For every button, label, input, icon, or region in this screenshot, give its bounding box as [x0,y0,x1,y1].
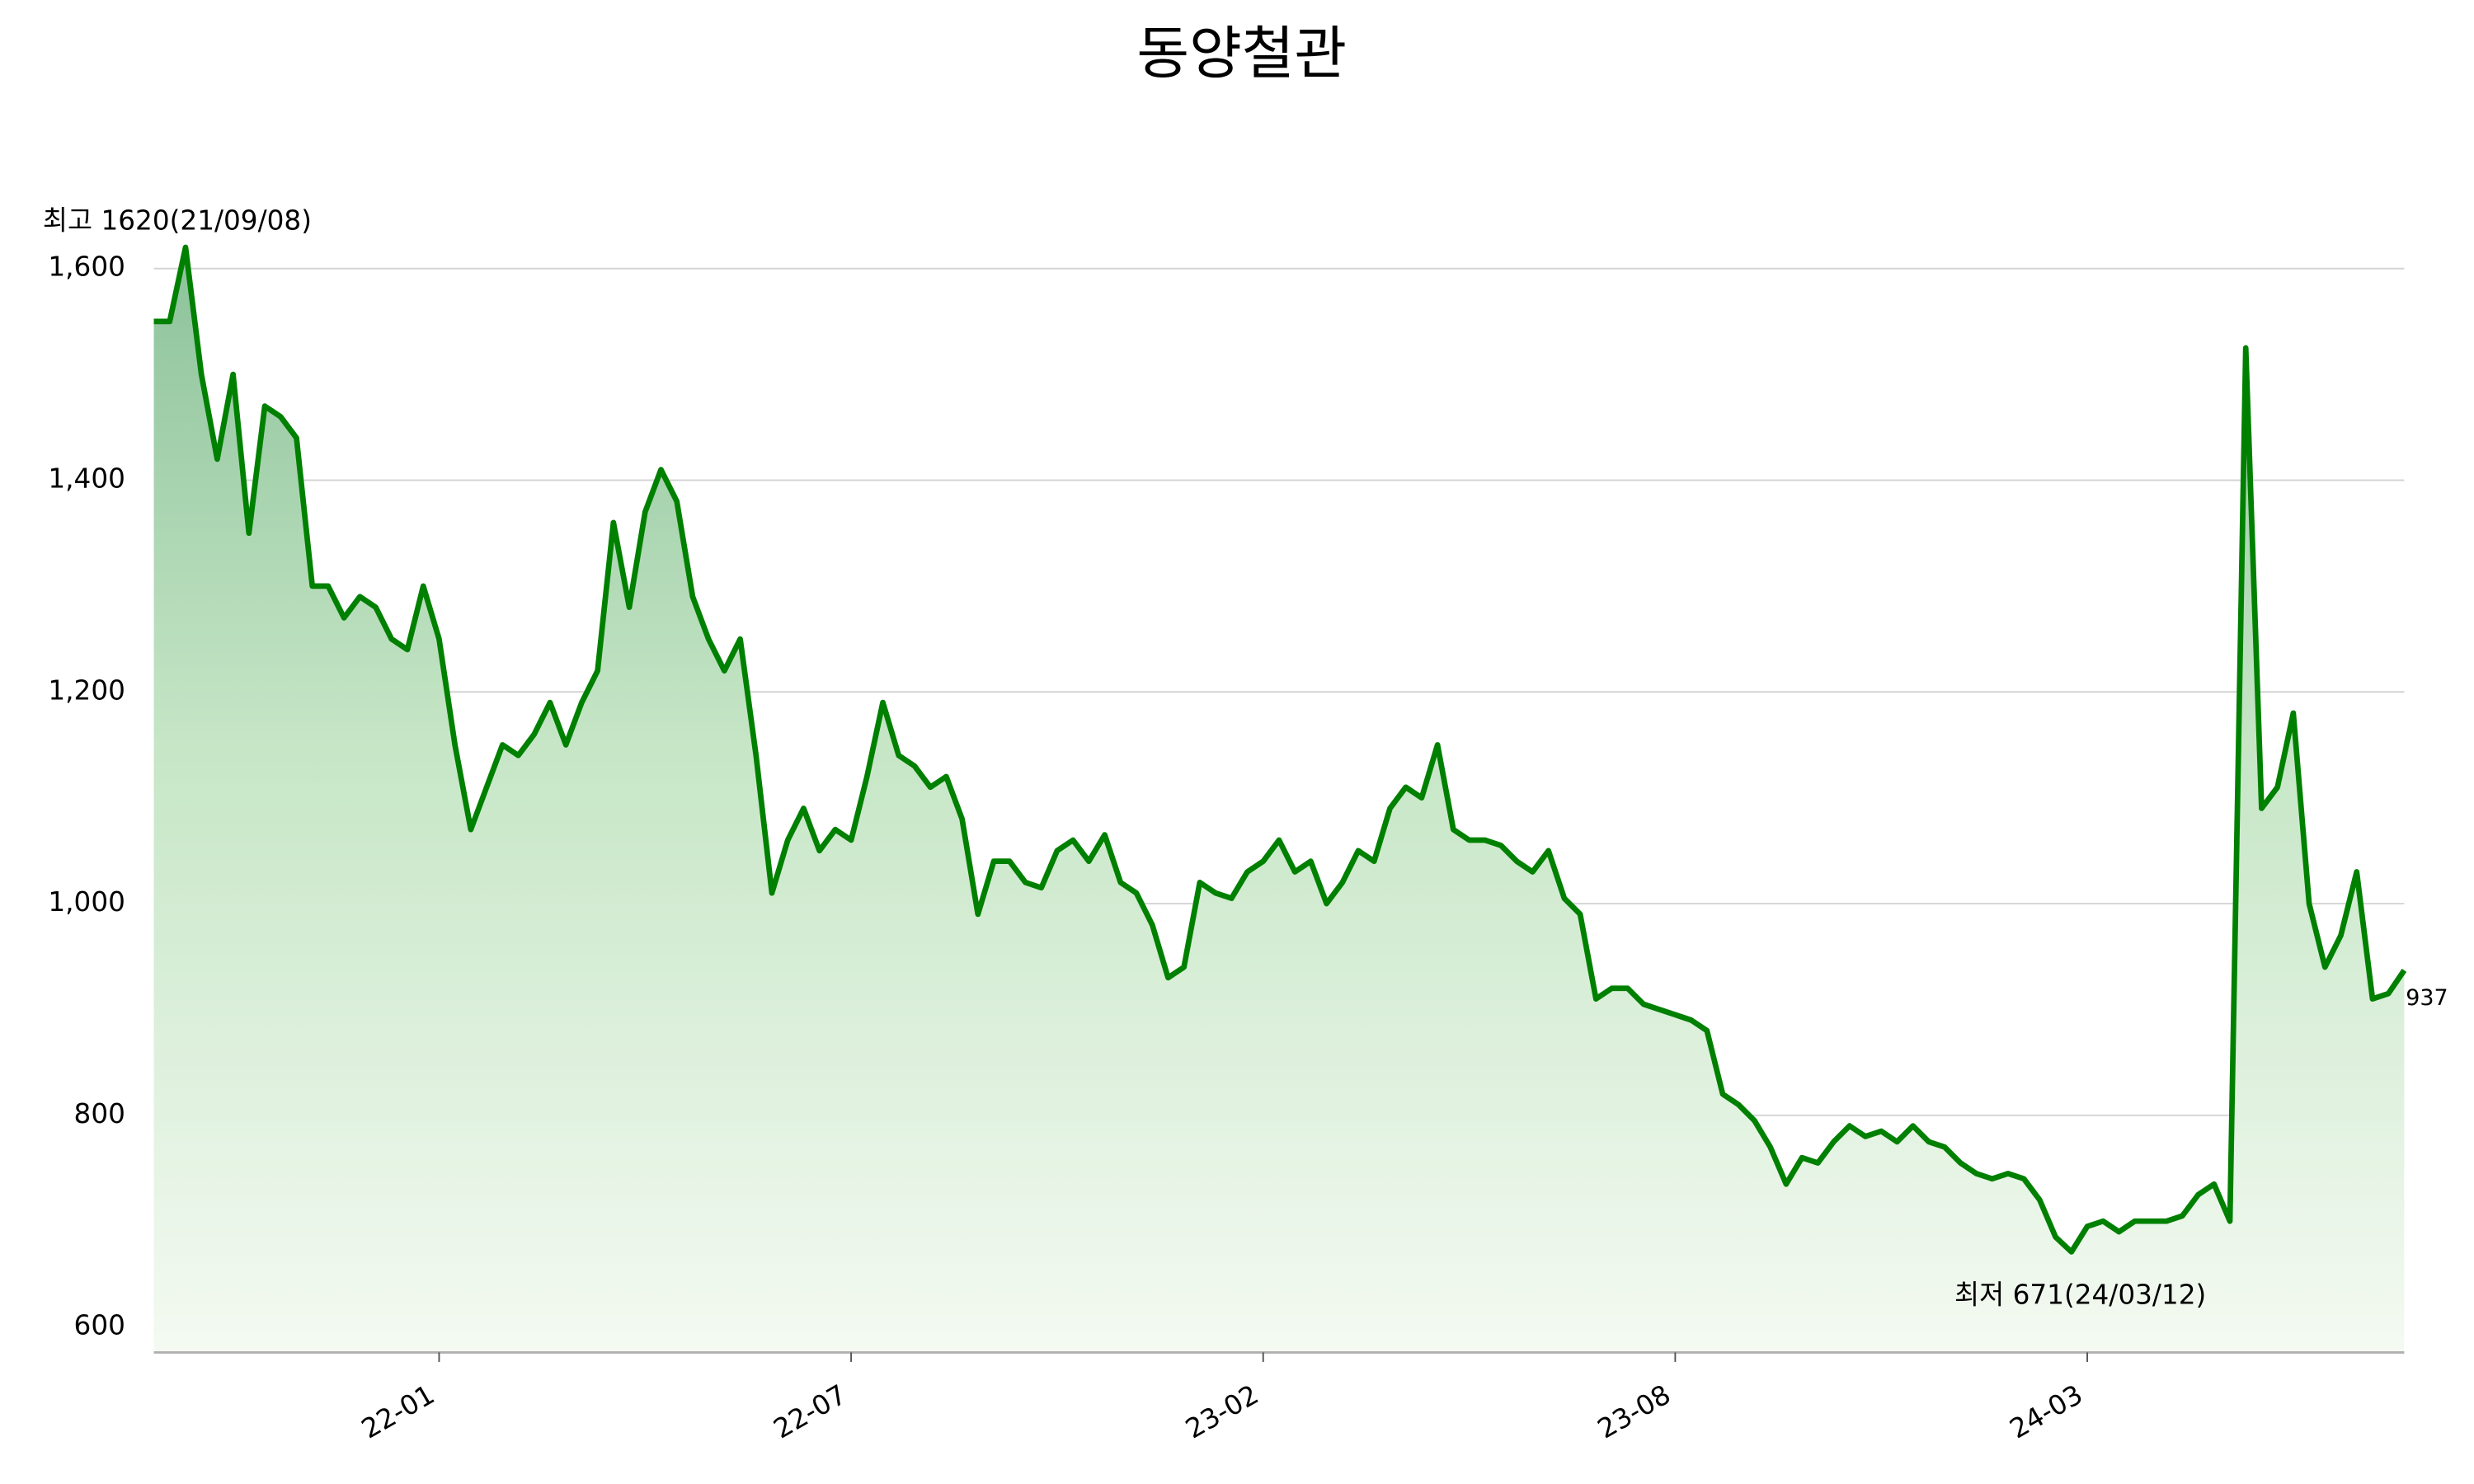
y-tick-label: 600 [74,1310,125,1341]
x-tick-label: 22-01 [356,1378,440,1444]
high-annotation: 최고 1620(21/09/08) [43,204,312,236]
x-tick-label: 22-07 [769,1378,852,1444]
x-tick-label: 23-08 [1592,1378,1676,1444]
line [153,244,2407,1255]
last-value-label: 937 [2406,985,2448,1011]
y-tick-label: 1,000 [48,886,125,918]
chart-title: 동양철관 [1136,21,1347,87]
x-tick-label: 24-03 [2005,1378,2088,1444]
y-tick-label: 1,200 [48,674,125,706]
y-tick-label: 1,600 [48,251,125,283]
y-tick-label: 800 [74,1098,125,1129]
x-tick-label: 23-02 [1180,1378,1263,1444]
low-annotation: 최저 671(24/03/12) [1954,1279,2206,1310]
y-tick-label: 1,400 [48,463,125,494]
area [153,247,2405,1353]
